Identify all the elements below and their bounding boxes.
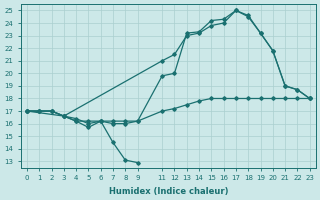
X-axis label: Humidex (Indice chaleur): Humidex (Indice chaleur) [108,187,228,196]
